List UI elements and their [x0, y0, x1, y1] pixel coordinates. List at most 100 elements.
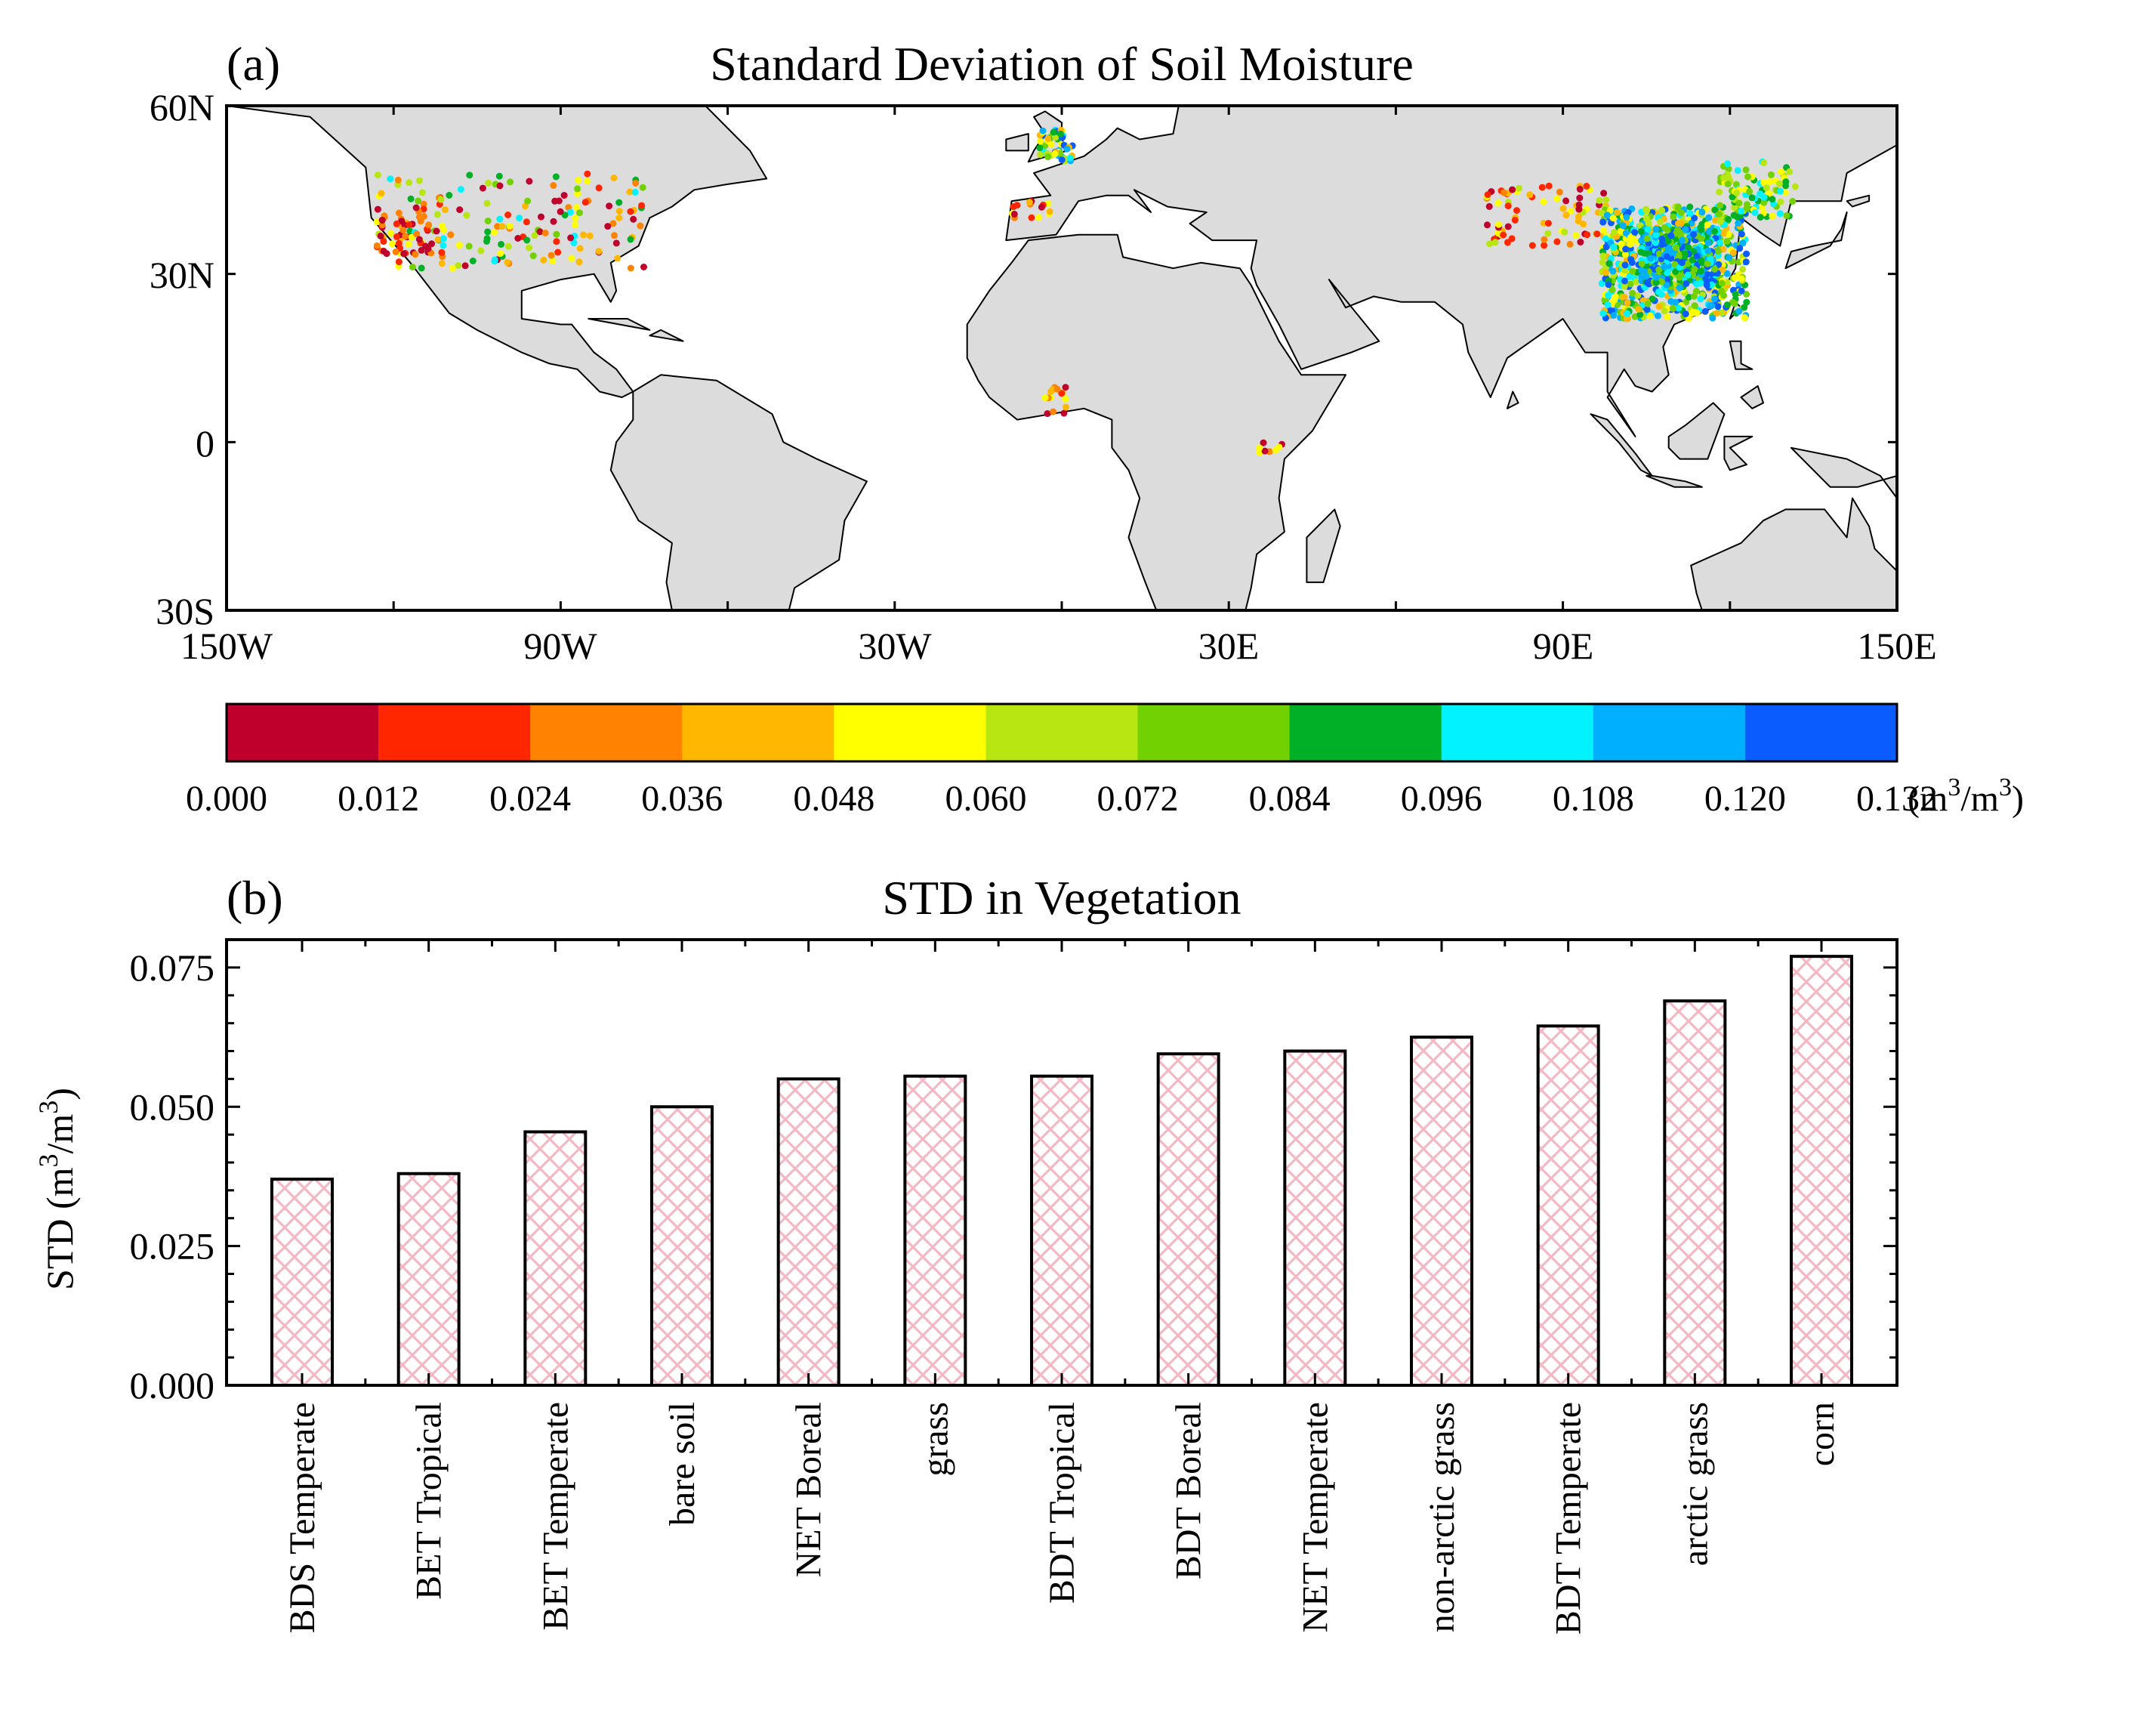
landmass	[1667, 402, 1726, 460]
colorbar-segment	[1289, 704, 1442, 761]
station-point	[1618, 240, 1625, 248]
station-point	[1636, 311, 1644, 318]
lat-tick-label: 0	[196, 422, 214, 465]
station-point	[1760, 159, 1768, 166]
station-point	[1538, 184, 1546, 191]
station-point	[1599, 218, 1607, 226]
station-point	[1675, 304, 1683, 312]
station-point	[418, 264, 425, 272]
station-point	[380, 238, 387, 245]
landmass	[1690, 497, 1897, 610]
map-panel	[225, 104, 1898, 612]
station-point	[402, 233, 409, 240]
station-point	[407, 195, 415, 202]
station-point	[1655, 312, 1661, 320]
station-point	[405, 240, 412, 248]
station-point	[413, 230, 421, 238]
station-point	[1744, 173, 1751, 181]
station-point	[1596, 196, 1603, 204]
station-point	[1697, 295, 1704, 303]
station-point	[1663, 281, 1670, 289]
map-ticks	[225, 104, 1898, 612]
station-point	[1526, 191, 1534, 199]
station-point	[415, 236, 423, 243]
station-point	[507, 178, 514, 186]
station-point	[491, 229, 498, 236]
station-point	[504, 211, 512, 218]
colorbar-tick-label: 0.036	[641, 779, 723, 819]
station-point	[1649, 295, 1656, 303]
station-point	[609, 220, 617, 227]
station-point	[540, 256, 547, 264]
station-point	[1634, 292, 1642, 299]
station-point	[415, 213, 423, 221]
station-point	[552, 173, 560, 181]
station-point	[1731, 300, 1738, 307]
station-point	[495, 172, 503, 180]
station-point	[1553, 195, 1561, 202]
lon-tick-label: 150E	[1857, 625, 1937, 667]
station-point	[1602, 269, 1609, 276]
station-point	[1494, 199, 1502, 207]
station-point	[1655, 266, 1663, 273]
station-point	[1256, 444, 1263, 452]
colorbar-tick-label: 0.048	[793, 779, 874, 819]
station-point	[1541, 242, 1548, 249]
station-point	[1572, 232, 1580, 239]
station-point	[496, 182, 504, 190]
station-point	[1617, 227, 1624, 235]
station-point	[1576, 194, 1584, 202]
station-point	[1485, 202, 1493, 210]
station-point	[1777, 187, 1784, 195]
station-point	[1610, 312, 1618, 319]
station-point	[418, 189, 426, 196]
station-point	[1046, 208, 1053, 215]
station-point	[377, 232, 384, 239]
station-point	[418, 246, 425, 254]
station-point	[1704, 260, 1711, 267]
station-point	[575, 177, 582, 184]
station-point	[1541, 236, 1548, 243]
station-point	[1729, 249, 1737, 256]
station-point	[1509, 186, 1516, 193]
station-point	[1719, 266, 1726, 273]
station-point	[485, 179, 492, 187]
station-point	[1038, 203, 1045, 211]
station-point	[570, 239, 578, 247]
station-point	[1602, 196, 1610, 204]
station-point	[395, 209, 403, 217]
station-point	[595, 248, 603, 255]
station-point	[1545, 182, 1553, 190]
station-point	[1629, 289, 1636, 297]
bar	[1156, 1052, 1220, 1387]
station-point	[1748, 194, 1756, 202]
station-point	[1683, 279, 1690, 287]
station-point	[1599, 252, 1607, 260]
station-point	[1705, 214, 1713, 221]
station-point	[1685, 293, 1692, 301]
station-point	[1624, 299, 1631, 307]
station-point	[1621, 267, 1629, 274]
bar	[1410, 1036, 1473, 1387]
landmass	[1306, 508, 1341, 583]
station-point	[1047, 387, 1055, 395]
station-point	[1663, 253, 1670, 261]
station-point	[615, 215, 623, 222]
bar	[650, 1105, 714, 1387]
station-point	[1664, 313, 1671, 320]
station-point	[469, 258, 477, 264]
station-point	[1673, 244, 1680, 252]
station-point	[1599, 258, 1606, 266]
landmass	[1506, 391, 1519, 409]
station-point	[611, 232, 618, 239]
station-point	[531, 232, 538, 239]
station-point	[1599, 310, 1607, 317]
station-point	[446, 192, 453, 199]
category-label: grass	[915, 1402, 955, 1477]
station-point	[1599, 227, 1607, 234]
station-point	[1715, 261, 1723, 268]
station-point	[1646, 312, 1654, 320]
station-point	[1577, 239, 1584, 245]
station-point	[1786, 168, 1794, 175]
station-point	[1698, 208, 1706, 216]
